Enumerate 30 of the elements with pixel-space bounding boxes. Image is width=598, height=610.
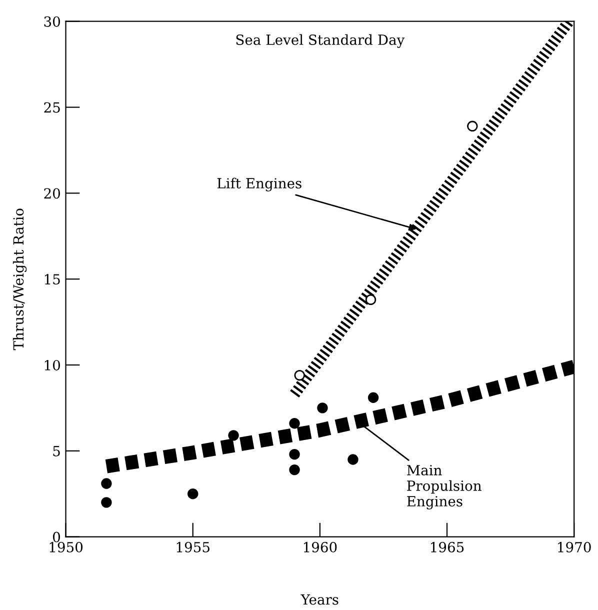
point: [348, 454, 358, 465]
annotation: Lift Engines: [217, 178, 302, 192]
point: [294, 370, 305, 381]
annotation: Main Propulsion Engines: [407, 464, 482, 510]
x-tick-label: 1955: [176, 542, 210, 552]
point: [228, 430, 239, 441]
x-tick-label: 1970: [558, 542, 591, 552]
point: [101, 497, 112, 508]
y-tick-label: 10: [44, 360, 60, 370]
point: [365, 294, 376, 306]
y-tick-label: 0: [53, 532, 60, 542]
y-axis-title: Thrust/Weight Ratio: [12, 208, 27, 350]
y-tick-label: 15: [44, 274, 60, 285]
x-tick-label: 1965: [431, 542, 464, 552]
point: [101, 478, 112, 489]
x-axis-title: Years: [300, 594, 338, 605]
point: [289, 448, 300, 460]
x-tick-label: 1960: [304, 542, 337, 552]
y-tick-label: 30: [44, 16, 60, 27]
y-tick-label: 5: [53, 446, 60, 456]
point: [188, 488, 198, 500]
y-tick-label: 25: [44, 102, 60, 113]
point: [467, 120, 478, 132]
point: [317, 402, 328, 414]
point: [368, 392, 379, 403]
y-tick-label: 20: [44, 188, 60, 199]
annotation: Sea Level Standard Day: [236, 34, 405, 48]
point: [289, 464, 300, 476]
point: [289, 418, 300, 429]
x-tick-label: 1950: [50, 542, 83, 552]
